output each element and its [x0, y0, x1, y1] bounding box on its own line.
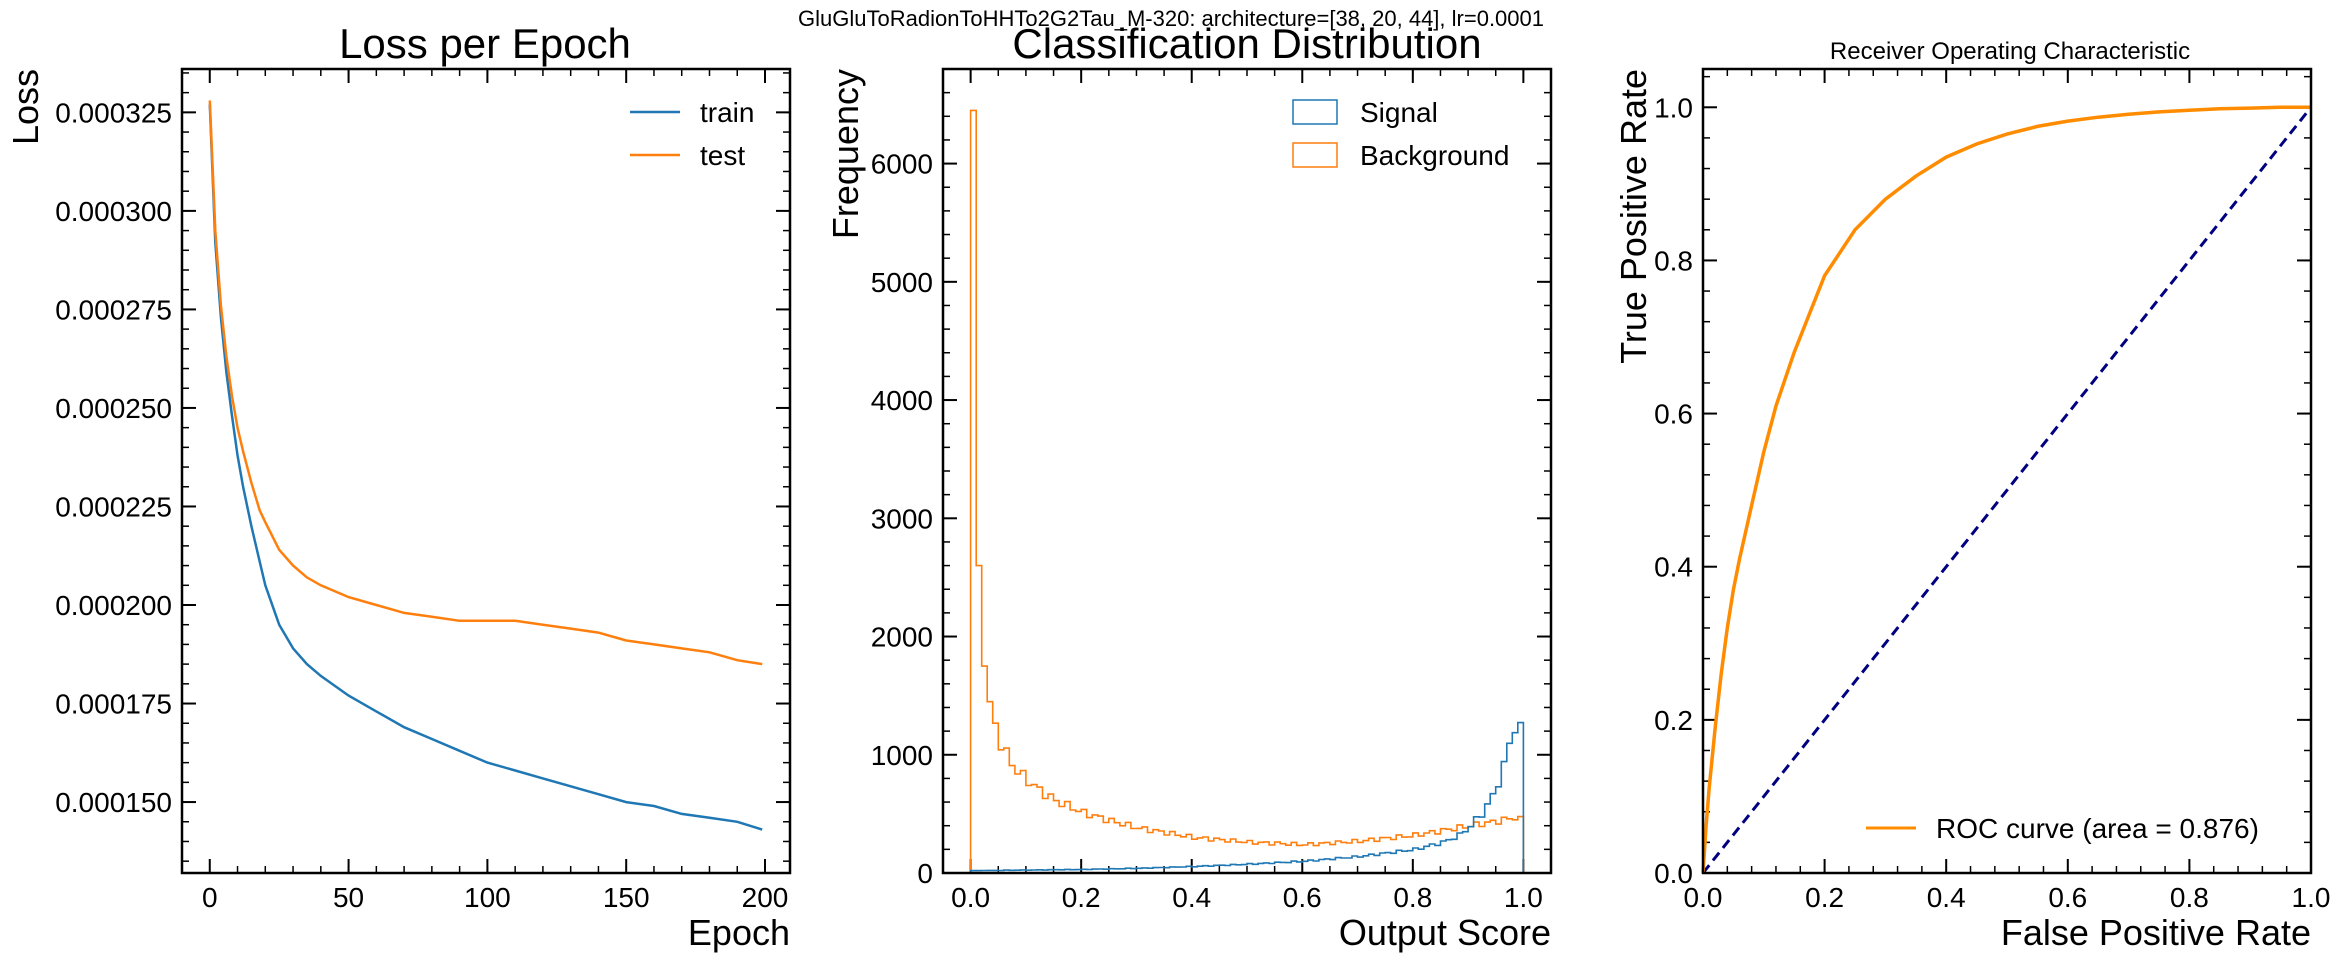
loss-x-axis-label: Epoch [688, 912, 790, 953]
loss-y-axis-label: Loss [5, 69, 46, 145]
distribution-y-tick-label: 2000 [871, 622, 933, 653]
loss-axis-ticks: 0 50 100 150 200 0.000150 0.000175 0.000200 0.00… [55, 69, 790, 913]
distribution-axis-ticks: 0.0 0.2 0.4 0.6 0.8 1.0 0 1000 2000 3000 4000 5000 6… [871, 68, 1552, 913]
legend-label-signal: Signal [1360, 97, 1438, 128]
roc-x-tick-label: 0.2 [1805, 882, 1844, 913]
loss-x-tick-label: 0 [202, 882, 218, 913]
roc-chart-title: Receiver Operating Characteristic [1830, 38, 2190, 65]
roc-x-tick-label: 0.6 [2048, 882, 2087, 913]
legend-label-train: train [700, 97, 754, 128]
background-histogram [969, 109, 1525, 873]
roc-x-tick-label: 0.8 [2170, 882, 2209, 913]
loss-y-tick-label: 0.000150 [55, 787, 172, 818]
chance-diagonal-line [1701, 106, 2313, 874]
distribution-x-tick-label: 0.2 [1062, 882, 1101, 913]
legend-swatch-signal [1292, 99, 1338, 125]
loss-plot-frame [180, 67, 792, 875]
loss-x-tick-label: 100 [464, 882, 511, 913]
roc-y-tick-label: 0.6 [1654, 399, 1693, 430]
roc-x-tick-label: 0.4 [1927, 882, 1966, 913]
distribution-x-tick-label: 0.8 [1393, 882, 1432, 913]
roc-y-tick-label: 0.2 [1654, 705, 1693, 736]
loss-y-tick-label: 0.000175 [55, 689, 172, 720]
figure-suptitle: GluGluToRadionToHHTo2G2Tau_M-320: archit… [798, 6, 1544, 31]
roc-curve-line [1701, 105, 2311, 874]
loss-y-tick-label: 0.000200 [55, 590, 172, 621]
distribution-y-tick-label: 5000 [871, 267, 933, 298]
loss-series-lines [208, 100, 763, 831]
roc-curves [1701, 105, 2313, 874]
loss-y-tick-label: 0.000225 [55, 491, 172, 522]
distribution-y-tick-label: 3000 [871, 503, 933, 534]
loss-chart: Loss per Epoch 0 50 100 150 200 0.000150 0.000… [5, 20, 792, 953]
distribution-y-tick-label: 1000 [871, 740, 933, 771]
distribution-y-tick-label: 0 [917, 858, 933, 889]
roc-y-axis-label: True Positive Rate [1613, 69, 1654, 364]
distribution-x-axis-label: Output Score [1339, 912, 1551, 953]
roc-chart: Receiver Operating Characteristic 0.0 0.2… [1613, 38, 2330, 953]
distribution-chart-title: Classification Distribution [1012, 20, 1481, 67]
loss-y-tick-label: 0.000250 [55, 393, 172, 424]
roc-x-tick-label: 0.0 [1684, 882, 1723, 913]
distribution-x-tick-label: 0.4 [1172, 882, 1211, 913]
roc-legend: ROC curve (area = 0.876) [1866, 813, 2259, 844]
distribution-legend: Signal Background [1292, 97, 1509, 171]
roc-plot-frame [1701, 67, 2313, 875]
loss-y-tick-label: 0.000275 [55, 294, 172, 325]
loss-chart-title: Loss per Epoch [339, 20, 631, 67]
legend-label-roc: ROC curve (area = 0.876) [1936, 813, 2259, 844]
distribution-chart: Classification Distribution 0.0 0.2 0.4 0.6… [825, 20, 1553, 953]
distribution-x-tick-label: 0.6 [1283, 882, 1322, 913]
roc-x-tick-label: 1.0 [2292, 882, 2331, 913]
roc-y-tick-label: 0.8 [1654, 245, 1693, 276]
loss-x-tick-label: 150 [603, 882, 650, 913]
loss-y-tick-label: 0.000325 [55, 97, 172, 128]
distribution-histograms [969, 109, 1525, 873]
distribution-x-tick-label: 0.0 [951, 882, 990, 913]
loss-x-tick-label: 200 [742, 882, 789, 913]
distribution-y-axis-label: Frequency [825, 69, 866, 239]
distribution-y-tick-label: 6000 [871, 149, 933, 180]
loss-y-tick-label: 0.000300 [55, 196, 172, 227]
roc-y-tick-label: 1.0 [1654, 92, 1693, 123]
roc-y-tick-label: 0.4 [1654, 552, 1693, 583]
distribution-plot-frame [941, 67, 1553, 875]
distribution-y-tick-label: 4000 [871, 385, 933, 416]
roc-x-axis-label: False Positive Rate [2001, 912, 2311, 953]
loss-x-tick-label: 50 [333, 882, 364, 913]
test-loss-line [208, 100, 763, 666]
legend-label-test: test [700, 140, 745, 171]
distribution-x-tick-label: 1.0 [1504, 882, 1543, 913]
signal-histogram [969, 721, 1525, 873]
legend-swatch-background [1292, 142, 1338, 168]
train-loss-line [208, 104, 763, 831]
legend-label-background: Background [1360, 140, 1509, 171]
roc-y-tick-label: 0.0 [1654, 858, 1693, 889]
loss-legend: train test [630, 97, 754, 171]
